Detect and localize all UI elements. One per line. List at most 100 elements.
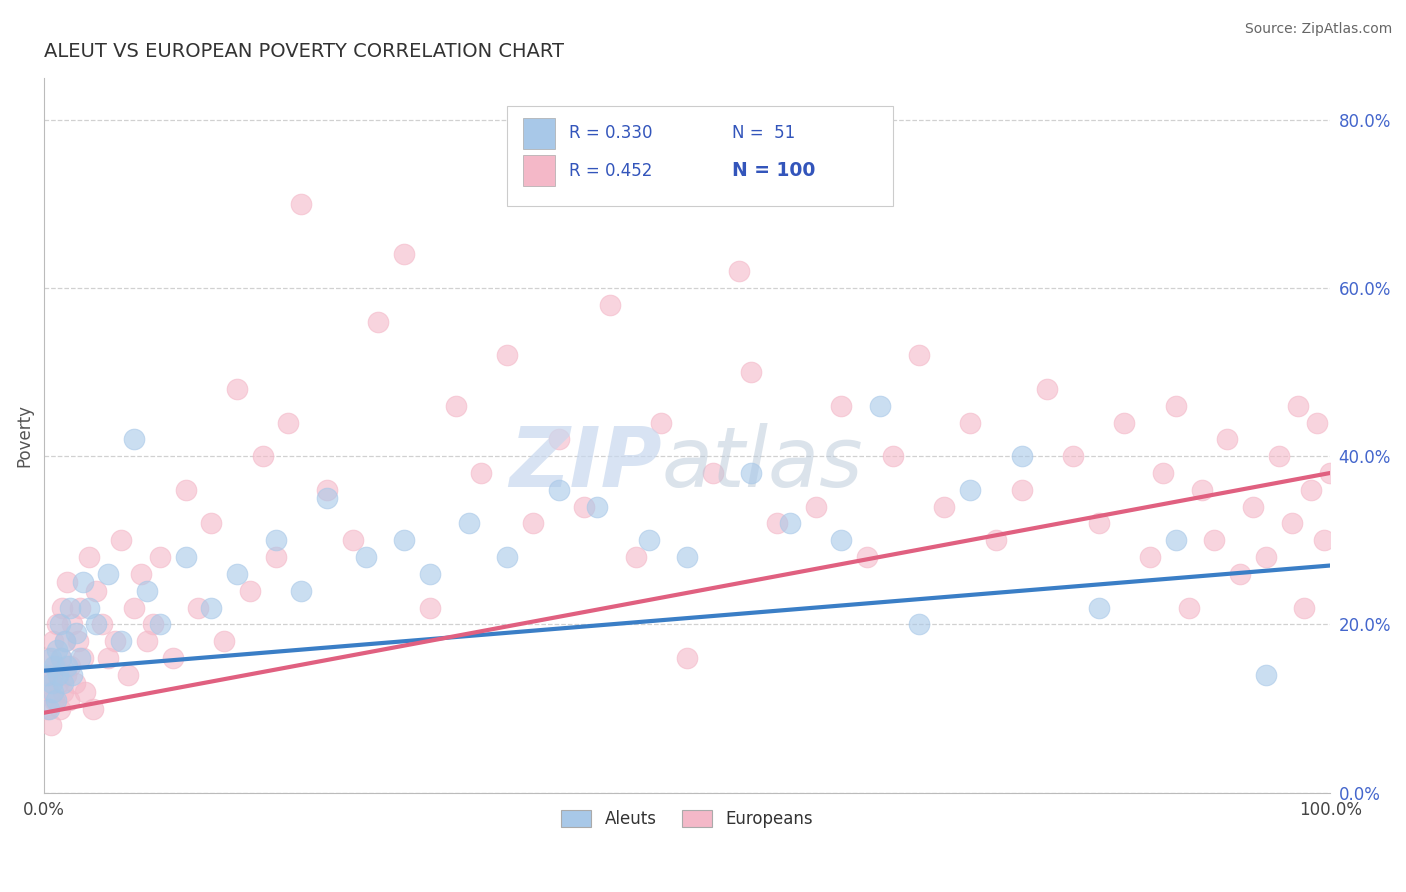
Point (72, 575, 94, 590)
Point (53, 634, 76, 648)
Point (1164, 533, 1187, 548)
Point (97, 566, 120, 581)
Point (45, 693, 67, 707)
Point (1216, 433, 1239, 447)
Point (804, 500, 827, 514)
Point (419, 600, 441, 615)
Point (200, 600, 222, 615)
FancyBboxPatch shape (508, 106, 893, 206)
Point (56, 575, 79, 590)
Point (110, 634, 132, 648)
Point (1254, 668, 1277, 682)
Point (290, 196, 312, 211)
Point (290, 583, 312, 598)
Point (46, 617, 69, 632)
Point (959, 416, 981, 430)
Point (49, 651, 72, 665)
Point (1087, 516, 1109, 531)
Point (1281, 516, 1303, 531)
Point (117, 668, 139, 682)
Point (136, 583, 159, 598)
Point (63, 676, 86, 690)
Point (53, 634, 76, 648)
Point (470, 466, 492, 480)
Point (39, 718, 62, 732)
Point (49, 651, 72, 665)
Point (59, 600, 82, 615)
Point (129, 566, 152, 581)
Point (45, 659, 67, 673)
Point (676, 550, 699, 565)
Text: R = 0.452: R = 0.452 (569, 161, 652, 179)
Text: ZIP: ZIP (509, 423, 661, 504)
Point (52, 684, 75, 698)
Point (1241, 500, 1264, 514)
Point (277, 416, 299, 430)
Point (174, 483, 197, 497)
Point (51, 600, 73, 615)
Point (1294, 600, 1316, 615)
Point (37, 651, 59, 665)
Point (162, 651, 184, 665)
FancyBboxPatch shape (523, 118, 555, 149)
Point (52, 676, 75, 690)
Point (392, 533, 415, 548)
Point (1177, 600, 1199, 615)
Point (1191, 483, 1213, 497)
Point (264, 533, 287, 548)
Point (1312, 533, 1334, 548)
Point (934, 500, 956, 514)
Point (59, 659, 82, 673)
Point (1011, 483, 1033, 497)
Point (91, 617, 114, 632)
Point (1139, 550, 1161, 565)
Point (46, 676, 69, 690)
Point (457, 516, 479, 531)
Point (740, 365, 762, 379)
Point (316, 483, 339, 497)
Point (38, 701, 60, 715)
Point (1229, 566, 1251, 581)
Point (226, 382, 249, 396)
Point (200, 516, 222, 531)
Point (882, 449, 904, 463)
Point (624, 550, 647, 565)
Point (496, 348, 519, 362)
Point (97, 651, 120, 665)
Point (44, 693, 66, 707)
Point (65, 625, 87, 640)
Point (84, 583, 107, 598)
Point (69, 600, 91, 615)
Point (342, 533, 364, 548)
Point (41, 676, 63, 690)
Point (149, 550, 172, 565)
Point (869, 399, 891, 413)
Point (830, 533, 852, 548)
Point (252, 449, 274, 463)
FancyBboxPatch shape (523, 155, 555, 186)
Point (1152, 466, 1174, 480)
Point (637, 533, 659, 548)
Point (1114, 416, 1136, 430)
Point (959, 483, 981, 497)
Point (547, 483, 569, 497)
Point (316, 491, 339, 506)
Point (48, 617, 70, 632)
Point (142, 617, 165, 632)
Point (55, 668, 77, 682)
Point (136, 634, 159, 648)
Point (984, 533, 1007, 548)
Point (1204, 533, 1226, 548)
Point (69, 651, 91, 665)
Point (1286, 399, 1309, 413)
Point (58, 693, 80, 707)
Point (46, 668, 69, 682)
Point (48, 701, 70, 715)
Text: ALEUT VS EUROPEAN POVERTY CORRELATION CHART: ALEUT VS EUROPEAN POVERTY CORRELATION CH… (44, 42, 564, 61)
Point (122, 600, 145, 615)
Point (212, 634, 235, 648)
Point (547, 433, 569, 447)
Point (1254, 550, 1277, 565)
Point (586, 500, 609, 514)
Point (72, 651, 94, 665)
